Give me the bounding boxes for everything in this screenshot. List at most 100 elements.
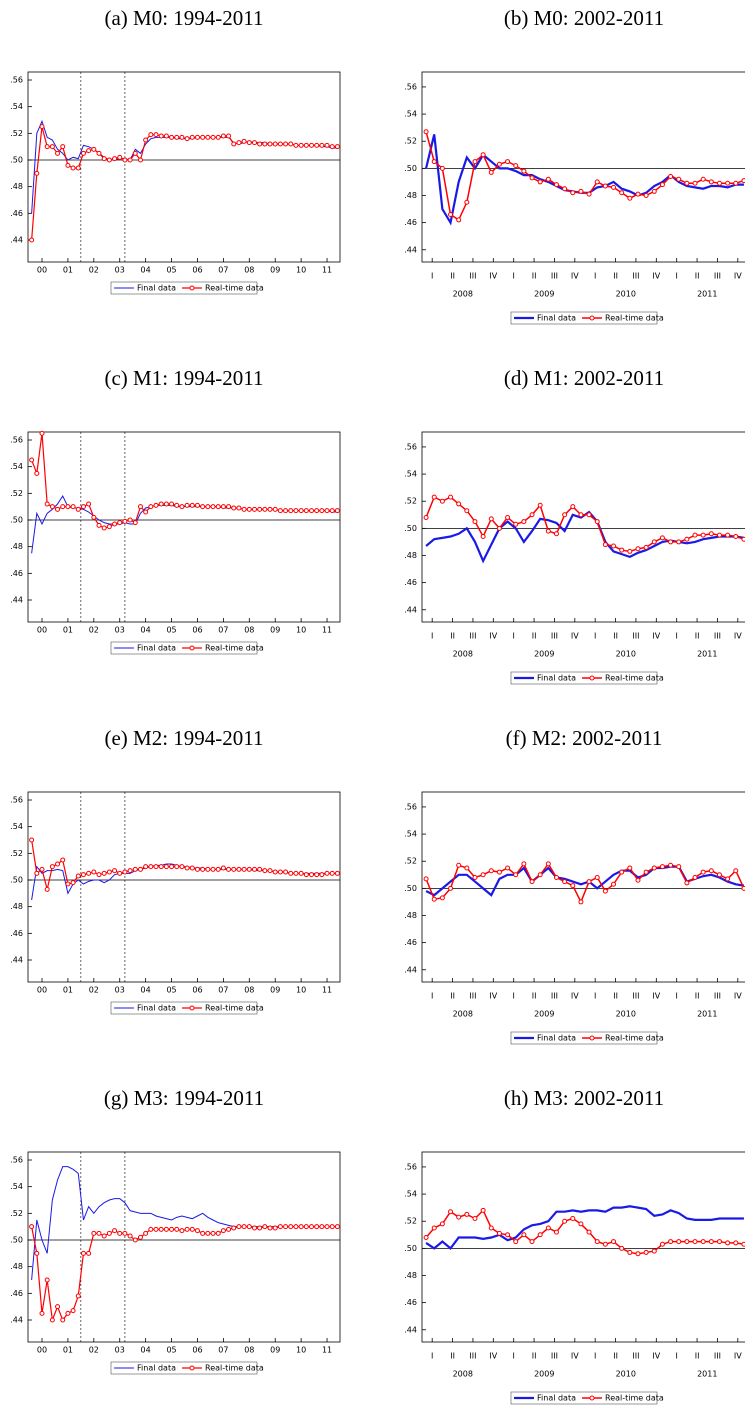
point: [158, 501, 164, 507]
y-tick-label: .48: [404, 1271, 417, 1280]
panel: (c) M1: 1994-2011 .44 .46 .48 .50 .52 .54 .56 00…: [10, 366, 341, 655]
point: [725, 180, 731, 186]
point: [29, 1224, 35, 1230]
plot-frame: [27, 1151, 341, 1343]
x-tick-label: IV: [489, 272, 497, 281]
y-tick-label: .56: [404, 82, 417, 91]
point: [594, 875, 600, 880]
y-tick-label: .46: [404, 938, 417, 947]
x-tick-label: 03: [115, 986, 125, 995]
point: [194, 502, 200, 508]
y-tick-label: .54: [10, 102, 23, 111]
x-group-label: 2008: [453, 650, 473, 659]
legend-label: Real-time data: [605, 1034, 664, 1043]
point: [39, 430, 45, 436]
y-tick-label: .52: [10, 489, 23, 498]
point: [324, 870, 330, 876]
point: [272, 869, 278, 875]
point: [189, 502, 195, 508]
point: [122, 157, 128, 163]
point: [602, 542, 608, 548]
point: [716, 180, 722, 186]
point: [423, 129, 429, 135]
point: [635, 191, 641, 197]
point: [200, 866, 206, 872]
point: [49, 504, 55, 510]
x-tick-label: IV: [571, 1352, 579, 1361]
x-tick-label: I: [513, 632, 515, 641]
point: [29, 837, 35, 843]
y-tick-label: .48: [10, 542, 23, 551]
point: [496, 525, 502, 531]
point: [277, 1224, 283, 1230]
x-group-label: 2010: [616, 290, 636, 299]
panel: (f) M2: 2002-2011.44.46.48.50.52.54.56I I…: [404, 726, 745, 1045]
point: [262, 868, 268, 874]
legend-label: Final data: [137, 644, 176, 653]
y-tick-label: .48: [404, 551, 417, 560]
x-tick-label: III: [632, 272, 639, 281]
point: [246, 506, 252, 512]
point: [324, 1224, 330, 1230]
legend-label: Real-time data: [205, 1364, 264, 1373]
y-tick-label: .54: [404, 830, 417, 839]
point: [86, 870, 92, 876]
x-tick-label: III: [632, 1352, 639, 1361]
point: [545, 861, 551, 867]
panel: (e) M2: 1994-2011 .44 .46 .48 .50 .52 .54 .56 00…: [10, 726, 341, 1015]
point: [602, 1241, 608, 1247]
point: [448, 885, 454, 891]
point: [303, 508, 309, 514]
x-group-label: 2009: [534, 650, 554, 659]
y-tick-label: .54: [404, 110, 417, 119]
point: [668, 1239, 674, 1245]
y-tick-label: .54: [10, 822, 23, 831]
point: [236, 505, 242, 511]
point: [480, 1207, 486, 1213]
point: [329, 870, 335, 876]
x-tick-label: II: [613, 1352, 618, 1361]
x-tick-label: II: [532, 1352, 537, 1361]
x-tick-label: 07: [218, 1346, 228, 1355]
point: [668, 174, 674, 179]
x-tick-label: 06: [192, 266, 202, 275]
x-tick-label: III: [551, 992, 558, 1001]
x-tick-label: 00: [37, 266, 47, 275]
point: [643, 193, 649, 198]
point: [537, 872, 543, 878]
y-tick-label: .52: [10, 1209, 23, 1218]
point: [676, 864, 682, 870]
x-tick-label: IV: [489, 992, 497, 1001]
x-tick-label: 03: [115, 1346, 125, 1355]
x-tick-label: 06: [192, 1346, 202, 1355]
point: [55, 506, 61, 512]
point: [277, 869, 283, 875]
x-tick-label: 06: [192, 986, 202, 995]
y-tick-label: .54: [404, 470, 417, 479]
y-tick-label: .46: [404, 578, 417, 587]
legend-marker: [589, 675, 595, 681]
point: [464, 1211, 470, 1217]
y-tick-label: .50: [10, 876, 23, 885]
point: [267, 868, 273, 874]
point: [456, 217, 462, 223]
point: [562, 879, 568, 885]
point: [578, 512, 584, 518]
point: [226, 1226, 232, 1232]
point: [127, 517, 133, 523]
point: [96, 150, 102, 156]
point: [578, 899, 584, 905]
x-tick-label: 07: [218, 266, 228, 275]
point: [480, 152, 486, 158]
y-tick-label: .56: [404, 442, 417, 451]
point: [80, 150, 86, 156]
x-tick-label: 07: [218, 986, 228, 995]
point: [537, 179, 543, 185]
point: [700, 176, 706, 182]
point: [314, 872, 320, 878]
point: [627, 1249, 633, 1255]
point: [127, 868, 133, 874]
point: [174, 134, 180, 140]
point: [619, 547, 625, 553]
y-tick-label: .50: [10, 1236, 23, 1245]
